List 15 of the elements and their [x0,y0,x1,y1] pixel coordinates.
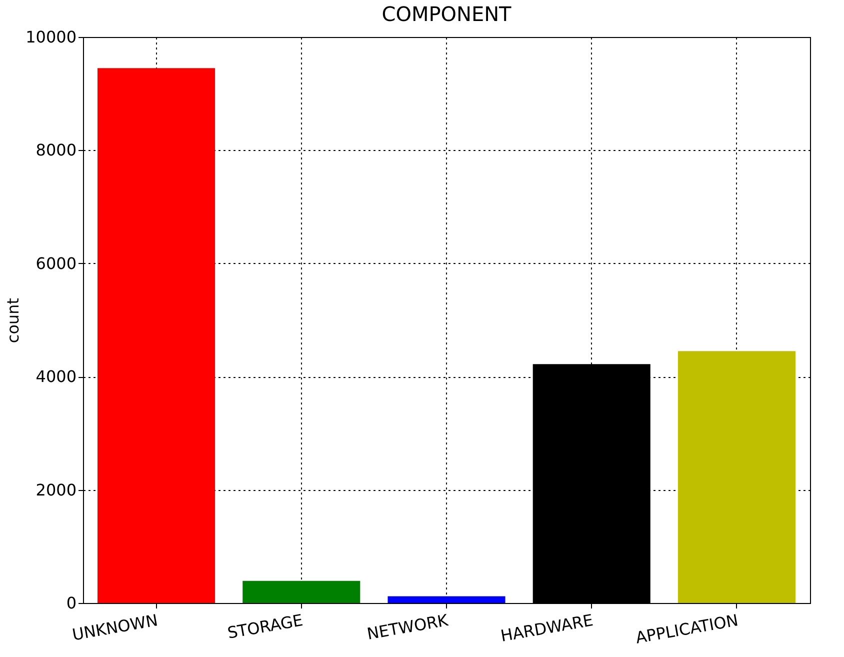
y-tick-label: 6000 [36,254,76,273]
x-tick-label: UNKNOWN [70,610,160,644]
y-tick-label: 2000 [36,480,76,500]
bar [242,580,360,603]
y-tick-label: 0 [66,594,76,612]
y-tick-label: 4000 [36,367,76,386]
y-tick-label: 10000 [26,28,76,46]
bar [388,596,506,603]
x-tick-label: NETWORK [366,610,450,644]
bar [98,68,216,603]
y-tick-label: 8000 [36,140,76,160]
x-tick-label: STORAGE [226,610,304,642]
y-axis-title: count [4,298,23,344]
bar [678,351,796,603]
chart-title: COMPONENT [382,2,512,26]
